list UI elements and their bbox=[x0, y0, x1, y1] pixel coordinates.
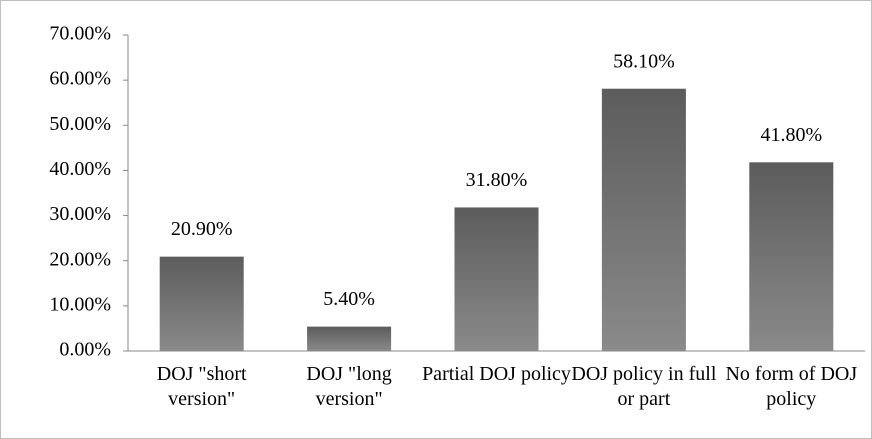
y-tick-label: 50.00% bbox=[49, 113, 111, 135]
y-tick-label: 40.00% bbox=[49, 158, 111, 180]
data-label: 58.10% bbox=[613, 50, 675, 72]
y-tick-label: 70.00% bbox=[49, 23, 111, 45]
bar bbox=[601, 88, 686, 351]
data-label: 41.80% bbox=[760, 124, 822, 146]
y-tick-label: 60.00% bbox=[49, 68, 111, 90]
y-tick-label: 0.00% bbox=[59, 339, 111, 361]
x-tick-label: DOJ policy in full or part bbox=[571, 363, 717, 410]
bar bbox=[454, 207, 539, 351]
y-tick-label: 10.00% bbox=[49, 293, 111, 315]
x-tick-label: Partial DOJ policy bbox=[422, 363, 571, 385]
bar bbox=[307, 326, 392, 351]
x-tick-label: DOJ "long version" bbox=[306, 363, 392, 410]
y-tick-label: 20.00% bbox=[49, 248, 111, 270]
data-label: 20.90% bbox=[171, 218, 233, 240]
x-tick-label: DOJ "short version" bbox=[156, 363, 247, 410]
bar bbox=[749, 162, 834, 351]
bar bbox=[159, 256, 244, 351]
data-label: 31.80% bbox=[466, 169, 528, 191]
x-tick-label: No form of DOJ policy bbox=[725, 363, 858, 410]
y-tick-label: 30.00% bbox=[49, 203, 111, 225]
data-label: 5.40% bbox=[323, 288, 375, 310]
